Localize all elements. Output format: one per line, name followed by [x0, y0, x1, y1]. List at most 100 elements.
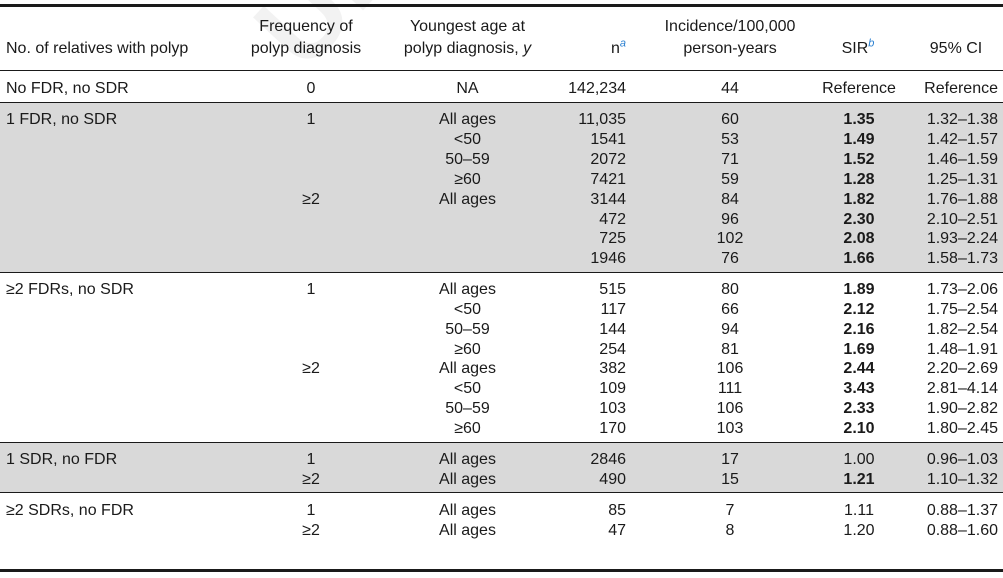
sir-cell: 2.08	[843, 230, 875, 247]
header-incidence: Incidence/100,000 person-years	[645, 16, 815, 60]
age-cell: <50	[453, 301, 482, 318]
n-cell: 7421	[590, 171, 626, 188]
header-ci: 95% CI	[929, 40, 983, 57]
age-cell: All ages	[439, 360, 496, 377]
n-cell: 142,234	[568, 80, 626, 97]
frequency-cell	[251, 379, 371, 399]
incidence-cell: 66	[721, 301, 739, 318]
ci-cell: 0.88–1.37	[926, 502, 998, 519]
top-rule	[0, 4, 1003, 7]
incidence-cell: 53	[721, 131, 739, 148]
incidence-cell: 103	[716, 420, 744, 437]
frequency-cell	[251, 150, 371, 170]
incidence-cell: 8	[725, 522, 735, 539]
age-cell	[385, 249, 550, 269]
separator-rule-2	[0, 272, 1003, 273]
age-cell: All ages	[439, 522, 496, 539]
n-cell: 490	[599, 471, 626, 488]
n-cell: 254	[599, 341, 626, 358]
sir-cell: 1.00	[843, 451, 875, 468]
frequency-cell: 1	[306, 281, 316, 298]
sir-cell: 1.89	[843, 281, 875, 298]
frequency-cell	[251, 300, 371, 320]
relatives-cell: 1 FDR, no SDR	[6, 111, 118, 128]
header-age-label: polyp diagnosis,	[403, 40, 524, 57]
frequency-cell: ≥2	[302, 522, 320, 539]
n-cell: 103	[599, 400, 626, 417]
incidence-cell: 76	[721, 250, 739, 267]
n-cell: 382	[599, 360, 626, 377]
relatives-cell: ≥2 FDRs, no SDR	[6, 281, 134, 298]
incidence-cell: 80	[721, 281, 739, 298]
frequency-cell: ≥2	[302, 471, 320, 488]
sir-cell: 2.44	[843, 360, 875, 377]
bottom-rule	[0, 569, 1003, 572]
n-cell: 1541	[590, 131, 626, 148]
incidence-cell: 17	[721, 451, 739, 468]
n-cell: 117	[600, 301, 626, 318]
incidence-cell: 81	[721, 341, 739, 358]
age-cell: 50–59	[445, 321, 490, 338]
ci-cell: 2.20–2.69	[926, 360, 998, 377]
frequency-cell	[251, 170, 371, 190]
ci-cell: Reference	[924, 80, 998, 97]
header-age-line1: Youngest age at	[409, 18, 526, 35]
incidence-cell: 44	[721, 80, 739, 97]
sir-cell: 1.11	[844, 502, 874, 519]
ci-cell: 2.10–2.51	[926, 211, 998, 228]
sir-cell: 1.69	[843, 341, 875, 358]
ci-cell: 1.73–2.06	[926, 281, 998, 298]
frequency-cell: ≥2	[302, 360, 320, 377]
header-n: na	[560, 38, 626, 60]
relatives-cell: ≥2 SDRs, no FDR	[6, 502, 134, 519]
age-cell: ≥60	[454, 171, 481, 188]
age-cell	[385, 210, 550, 230]
sir-cell: 1.66	[843, 250, 875, 267]
sir-cell: 1.49	[843, 131, 875, 148]
separator-rule-4	[0, 492, 1003, 493]
age-cell: 50–59	[445, 400, 490, 417]
separator-rule-1	[0, 102, 1003, 103]
sir-cell: 1.35	[843, 111, 875, 128]
n-cell: 472	[599, 211, 626, 228]
header-frequency-line1: Frequency of	[259, 18, 353, 35]
ci-cell: 1.76–1.88	[926, 191, 998, 208]
sir-cell: 2.16	[843, 321, 875, 338]
frequency-cell: ≥2	[302, 191, 320, 208]
ci-cell: 1.25–1.31	[926, 171, 998, 188]
ci-cell: 1.90–2.82	[926, 400, 998, 417]
sir-cell: 1.21	[843, 471, 875, 488]
age-cell: All ages	[439, 281, 496, 298]
sir-cell: 1.20	[843, 522, 875, 539]
header-age-line2: polyp diagnosis, y	[380, 38, 555, 60]
ci-cell: 1.82–2.54	[926, 321, 998, 338]
n-cell: 3144	[590, 191, 626, 208]
n-cell: 47	[608, 522, 626, 539]
age-cell	[385, 229, 550, 249]
age-cell: All ages	[439, 111, 496, 128]
n-cell: 109	[599, 380, 626, 397]
incidence-cell: 106	[716, 360, 744, 377]
incidence-cell: 96	[721, 211, 739, 228]
band-1sdr	[0, 443, 1003, 492]
sir-cell: 1.82	[843, 191, 875, 208]
n-cell: 144	[599, 321, 626, 338]
incidence-cell: 15	[721, 471, 739, 488]
ci-cell: 1.10–1.32	[926, 471, 998, 488]
n-cell: 2072	[590, 151, 626, 168]
age-cell: <50	[453, 380, 482, 397]
header-frequency: Frequency of polyp diagnosis	[236, 16, 376, 60]
frequency-cell	[251, 229, 371, 249]
sir-cell: 1.28	[843, 171, 875, 188]
incidence-cell: 7	[725, 502, 735, 519]
incidence-cell: 102	[716, 230, 744, 247]
incidence-cell: 71	[721, 151, 739, 168]
age-cell: 50–59	[445, 151, 490, 168]
frequency-cell	[251, 210, 371, 230]
age-cell: All ages	[439, 471, 496, 488]
ci-cell: 2.81–4.14	[926, 380, 998, 397]
age-cell: <50	[453, 131, 482, 148]
incidence-cell: 94	[721, 321, 739, 338]
sir-cell: 2.10	[843, 420, 875, 437]
n-cell: 11,035	[578, 111, 626, 128]
